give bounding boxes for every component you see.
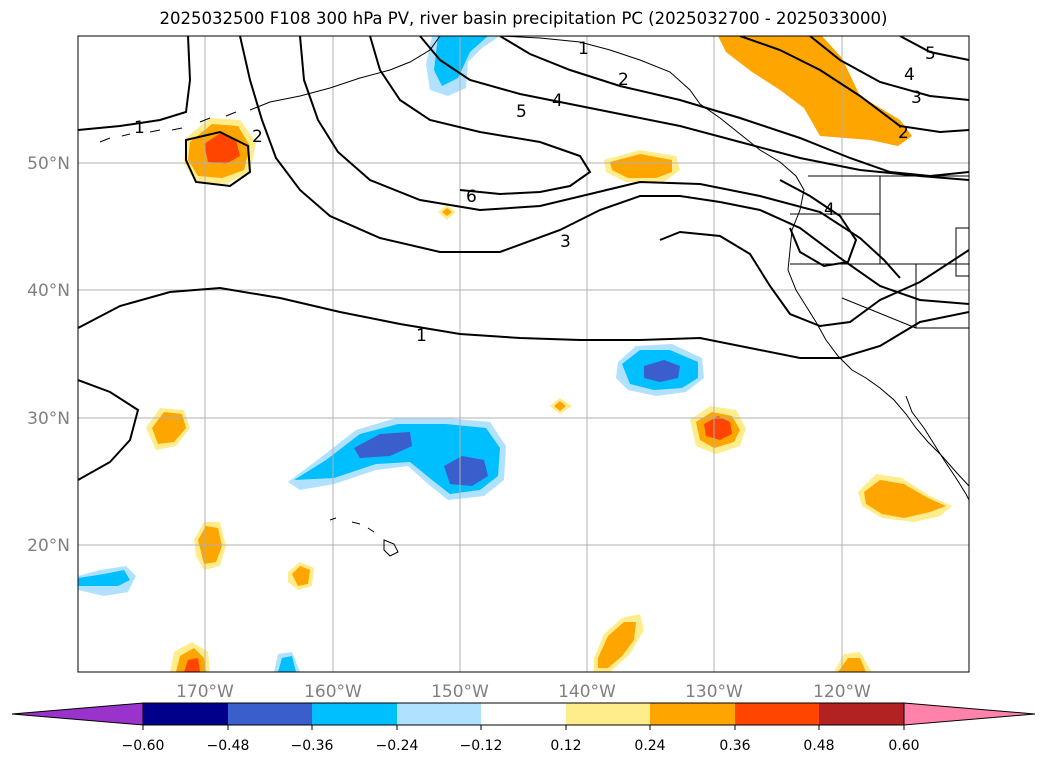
latitude-labels: 50°N 40°N 30°N 20°N: [27, 154, 70, 556]
precip-positive-region: [184, 658, 200, 672]
pv-label: 1: [416, 326, 427, 346]
colorbar-tick-label: −0.24: [376, 738, 419, 754]
pv-contour-1-west: [78, 379, 140, 481]
lon-label-140w: 140°W: [558, 682, 616, 702]
colorbar: −0.60 −0.48 −0.36 −0.24 −0.12 0.12 0.24 …: [11, 702, 1036, 754]
alaska-gulf-coastline: [499, 36, 805, 211]
lat-label-30n: 30°N: [27, 409, 70, 429]
map-frame: [77, 35, 970, 673]
pv-label: 3: [560, 232, 571, 252]
precip-negative-region: [444, 456, 488, 486]
lat-label-40n: 40°N: [27, 281, 70, 301]
precip-negative-region: [78, 570, 130, 586]
precip-positive-region: [864, 480, 946, 518]
colorbar-frame: [142, 702, 905, 726]
map-title: 2025032500 F108 300 hPa PV, river basin …: [159, 9, 888, 28]
precip-positive-region: [838, 658, 866, 672]
pv-label: 2: [618, 70, 629, 90]
state-borders: [790, 176, 969, 329]
colorbar-tick-label: 0.12: [550, 738, 581, 754]
precip-positive-region: [704, 416, 732, 440]
colorbar-tick-label: −0.48: [207, 738, 250, 754]
pv-label: 3: [911, 88, 922, 108]
precip-positive-region: [610, 154, 672, 178]
coastlines: [99, 36, 969, 557]
pv-label: 1: [578, 39, 589, 59]
map-gridlines: [78, 36, 969, 672]
pv-contour-1-mid: [78, 286, 969, 359]
colorbar-segment: [228, 703, 312, 725]
colorbar-ticks: [142, 725, 905, 730]
lon-label-120w: 120°W: [813, 682, 871, 702]
pv-contour-3: [299, 36, 901, 279]
pv-label: 4: [824, 200, 835, 220]
pv-contour-4: [369, 36, 592, 196]
lon-label-160w: 160°W: [304, 682, 362, 702]
pv-contour-labels: 1 2 5 4 6 3 1 1 2 3 4 5 2 4: [134, 39, 936, 346]
pv-contour-4-east: [499, 36, 969, 178]
precip-positive-region: [204, 132, 240, 164]
pv-contour-1-loop: [185, 130, 252, 188]
lon-label-150w: 150°W: [431, 682, 489, 702]
pv-contour-2: [239, 36, 969, 305]
colorbar-tick-label: 0.24: [634, 738, 665, 754]
pv-contours: [78, 36, 969, 481]
pv-contour-4-loop: [779, 179, 858, 268]
colorbar-segment: [735, 703, 819, 725]
pv-label: 4: [904, 65, 915, 85]
pv-label: 4: [552, 91, 563, 111]
colorbar-tick-label: −0.12: [460, 738, 503, 754]
colorbar-segment: [566, 703, 650, 725]
hawaii-islands: [329, 517, 399, 557]
pv-contour-5-east: [899, 36, 969, 61]
colorbar-segment: [312, 703, 397, 725]
precip-positive-region: [442, 208, 452, 216]
map-plot-area: 1 2 5 4 6 3 1 1 2 3 4 5 2 4: [78, 36, 969, 672]
precip-positive-region: [598, 622, 636, 668]
pv-contour-2-loop: [659, 230, 969, 328]
precip-negative-region: [644, 360, 680, 382]
pv-contour-3-east: [809, 36, 969, 101]
colorbar-tick-label: 0.60: [888, 738, 919, 754]
lon-label-170w: 170°W: [176, 682, 234, 702]
lat-label-20n: 20°N: [27, 536, 70, 556]
pv-label: 2: [898, 123, 909, 143]
lat-label-50n: 50°N: [27, 154, 70, 174]
precip-anomaly-shading: [78, 36, 952, 672]
pv-contour-5: [419, 36, 969, 181]
precip-positive-region: [152, 412, 186, 444]
pv-label: 6: [466, 187, 477, 207]
lon-label-130w: 130°W: [685, 682, 743, 702]
longitude-labels: 170°W 160°W 150°W 140°W 130°W 120°W: [176, 682, 871, 702]
precip-negative-region: [354, 432, 412, 458]
baja-coastline: [905, 395, 969, 501]
colorbar-extend-low: [11, 702, 144, 726]
colorbar-tick-label: 0.36: [719, 738, 750, 754]
aleutian-islands: [99, 111, 237, 143]
pv-contour-2-east: [739, 36, 969, 134]
colorbar-tick-label: −0.36: [291, 738, 334, 754]
alaska-coastline: [249, 36, 441, 111]
colorbar-segment: [650, 703, 735, 725]
pv-label: 2: [252, 127, 263, 147]
colorbar-segment: [143, 703, 228, 725]
colorbar-segment: [397, 703, 481, 725]
precip-positive-region: [718, 36, 912, 146]
pv-contour-1-north: [78, 36, 192, 131]
pv-label: 5: [516, 102, 527, 122]
precip-negative-region: [434, 36, 488, 86]
colorbar-tick-label: 0.48: [803, 738, 834, 754]
precip-positive-region: [292, 566, 310, 586]
precip-positive-region: [554, 401, 566, 411]
colorbar-tick-label: −0.60: [122, 738, 165, 754]
precip-negative-region: [278, 656, 296, 672]
pv-label: 5: [925, 44, 936, 64]
us-west-coastline: [787, 209, 969, 487]
colorbar-extend-high: [903, 702, 1036, 726]
colorbar-segment: [481, 703, 566, 725]
pv-label: 1: [134, 118, 145, 138]
colorbar-segment: [819, 703, 904, 725]
